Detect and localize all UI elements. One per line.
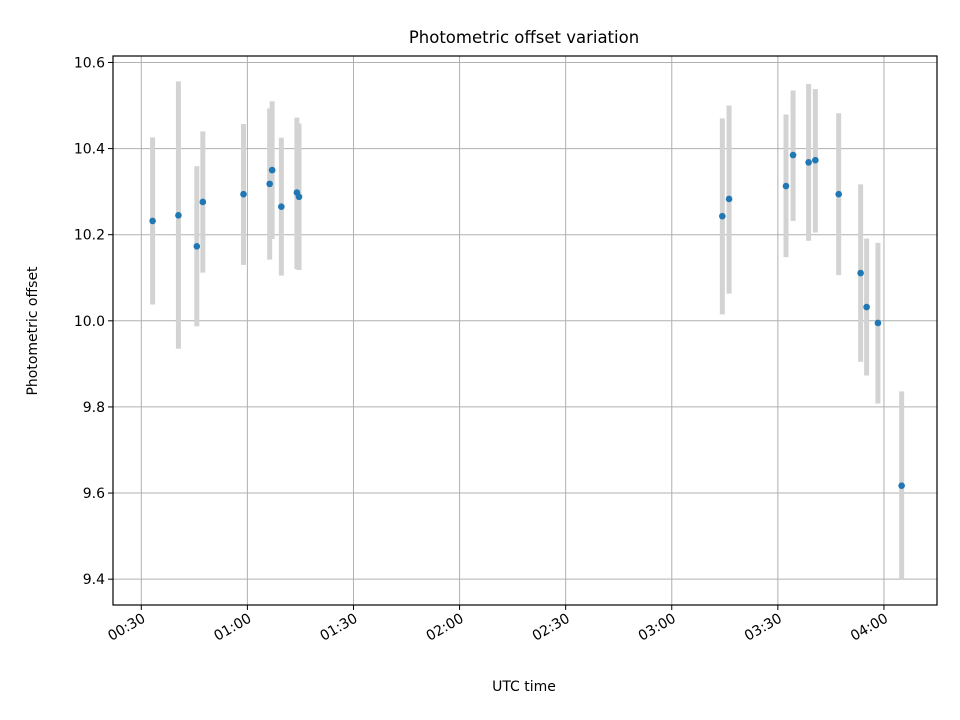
y-tick-label: 10.6 <box>74 55 105 71</box>
plot-frame <box>112 55 938 606</box>
data-points <box>149 151 905 490</box>
data-point <box>295 193 303 201</box>
x-tick-label: 02:00 <box>424 611 467 645</box>
y-axis-label: Photometric offset <box>25 266 41 396</box>
data-point <box>812 156 819 164</box>
x-tick-label: 01:30 <box>318 611 361 645</box>
data-point <box>268 166 276 174</box>
data-point <box>278 203 285 211</box>
data-point <box>835 190 842 198</box>
data-point <box>193 243 201 250</box>
data-point <box>266 180 273 188</box>
y-tick-label: 9.4 <box>83 572 105 588</box>
data-point <box>725 195 733 203</box>
data-point <box>719 212 726 220</box>
data-point <box>863 303 870 311</box>
data-point <box>782 182 790 190</box>
data-point <box>240 190 247 198</box>
data-point <box>874 319 882 327</box>
error-bars <box>150 81 905 581</box>
data-point <box>175 212 182 219</box>
chart-title: Photometric offset variation <box>409 28 639 47</box>
x-tick-label: 02:30 <box>530 611 573 645</box>
y-tick-label: 10.0 <box>74 314 105 330</box>
x-axis: 00:30 01:00 01:30 02:00 02:30 03:00 03:30 04:00 <box>105 605 891 645</box>
y-tick-label: 10.4 <box>74 142 105 158</box>
x-tick-label: 01:00 <box>211 611 254 645</box>
y-axis: 9.4 9.6 9.8 10.0 10.2 10.4 10.6 <box>74 55 113 588</box>
y-tick-label: 9.8 <box>83 400 105 416</box>
grid-lines <box>113 56 937 605</box>
data-point <box>789 151 797 159</box>
x-axis-label: UTC time <box>492 679 556 695</box>
data-point <box>149 217 156 225</box>
y-tick-label: 10.2 <box>74 228 105 244</box>
y-tick-label: 9.6 <box>83 486 105 502</box>
data-point <box>898 482 905 490</box>
data-point <box>805 159 812 166</box>
x-tick-label: 03:00 <box>636 611 679 645</box>
x-tick-label: 03:30 <box>742 611 785 645</box>
data-point <box>199 198 207 206</box>
x-tick-label: 00:30 <box>105 611 148 645</box>
x-tick-label: 04:00 <box>848 611 891 645</box>
data-point <box>857 269 864 277</box>
